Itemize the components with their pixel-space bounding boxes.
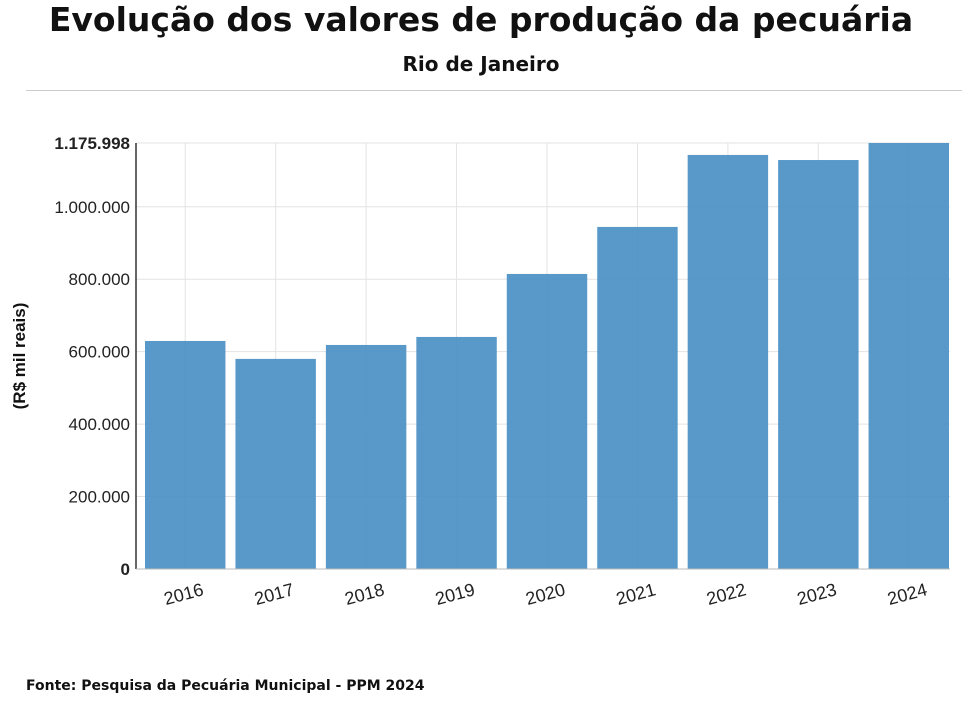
bar-2020 <box>506 273 588 569</box>
x-tick-label: 2019 <box>433 579 477 609</box>
x-tick-label: 2024 <box>885 579 929 609</box>
bar-2024 <box>868 143 949 569</box>
x-tick-label: 2023 <box>795 579 839 609</box>
y-tick-label: 600.000 <box>69 343 130 362</box>
x-tick-label: 2018 <box>343 579 387 609</box>
x-tick-label: 2017 <box>252 579 296 609</box>
y-tick-label: 0 <box>121 560 130 579</box>
bar-2022 <box>687 154 769 570</box>
y-axis-label: (R$ mil reais) <box>10 303 29 410</box>
bar-2019 <box>416 336 497 569</box>
x-tick-label: 2016 <box>162 579 206 609</box>
bar-2017 <box>235 358 316 569</box>
y-tick-label: 1.175.998 <box>54 134 130 153</box>
y-tick-label: 200.000 <box>69 488 130 507</box>
chart-title: Evolução dos valores de produção da pecu… <box>48 0 914 39</box>
bar-2023 <box>778 160 859 569</box>
x-tick-label: 2020 <box>524 579 568 609</box>
y-tick-label: 800.000 <box>69 270 130 289</box>
bar-2016 <box>145 340 226 569</box>
x-tick-label: 2021 <box>614 579 658 609</box>
source-note: Fonte: Pesquisa da Pecuária Municipal - … <box>26 678 425 694</box>
chart-subtitle: Rio de Janeiro <box>402 52 560 76</box>
title-divider <box>26 90 962 91</box>
bar-2021 <box>597 226 678 569</box>
bar-2018 <box>325 344 407 569</box>
x-tick-label: 2022 <box>704 579 748 609</box>
y-tick-label: 1.000.000 <box>54 198 130 217</box>
y-tick-label: 400.000 <box>69 415 130 434</box>
